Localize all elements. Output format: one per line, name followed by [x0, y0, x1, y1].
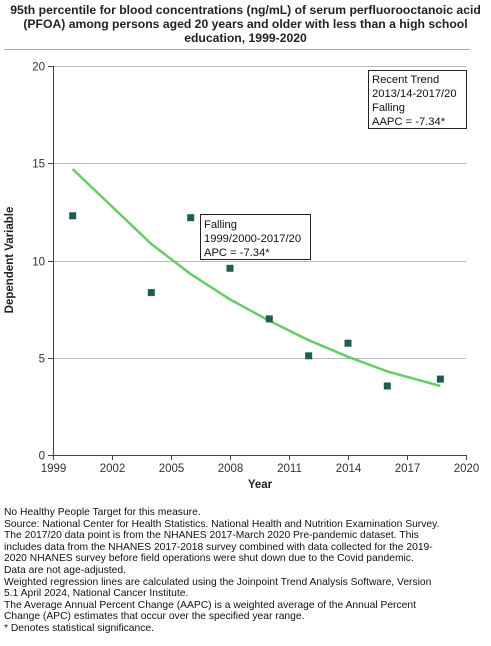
y-tick-label: 5 [39, 354, 45, 366]
axes [48, 66, 467, 460]
footnote-line: Data are not age-adjusted. [4, 564, 126, 576]
footnote-line: includes data from the NHANES 2017-2018 … [4, 541, 433, 553]
x-tick-label: 2014 [336, 463, 362, 475]
data-point-marker [383, 382, 391, 390]
x-tick-label: 2017 [395, 463, 421, 475]
trend-line-layer [71, 168, 441, 388]
recent-trend-box [368, 70, 467, 129]
footnote-line: The 2017/20 data point is from the NHANE… [4, 530, 419, 542]
footnote-line: The Average Annual Percent Change (AAPC)… [4, 599, 416, 611]
recent-trend-line-3: Falling [372, 102, 405, 114]
data-point-marker [265, 315, 273, 323]
data-point-marker [226, 264, 234, 272]
data-point-marker [344, 339, 352, 347]
data-markers [69, 212, 444, 390]
recent-trend-line-2: 2013/14-2017/20 [372, 88, 457, 100]
overall-trend-line-1: Falling [204, 219, 237, 231]
overall-trend-line-3: APC = -7.34* [204, 247, 270, 259]
x-tick-label: 1999 [41, 463, 67, 475]
footnote-line: Weighted regression lines are calculated… [4, 576, 432, 588]
chart-title: 95th percentile for blood concentrations… [10, 3, 481, 45]
y-tick-label: 15 [32, 159, 45, 171]
data-point-marker [305, 352, 313, 360]
recent-trend-annotation: Recent Trend 2013/14-2017/20 Falling AAP… [368, 70, 467, 129]
y-tick-label: 0 [39, 451, 45, 463]
footnote-line: 2020 NHANES survey before field operatio… [4, 553, 414, 565]
overall-trend-annotation: Falling 1999/2000-2017/20 APC = -7.34* [200, 214, 311, 260]
overall-trend-line-2: 1999/2000-2017/20 [204, 233, 301, 245]
x-tick-label: 2020 [454, 463, 480, 475]
footnote-line: No Healthy People Target for this measur… [4, 507, 201, 518]
recent-trend-line-4: AAPC = -7.34* [372, 116, 446, 128]
joinpoint-trend-line [71, 168, 441, 388]
data-point-marker [187, 214, 195, 222]
x-tick-label: 2008 [218, 463, 244, 475]
data-point-marker [147, 289, 155, 297]
x-axis-title: Year [248, 479, 273, 491]
chart-svg: 0 5 10 15 20 1999 2002 2005 2008 2011 2014 2017 2020… [4, 62, 479, 492]
x-tick-label: 2005 [159, 463, 185, 475]
footnote-line: Change (APC) estimates that occur over t… [4, 611, 305, 623]
overall-trend-box [200, 214, 311, 260]
footnote-line: Source: National Center for Health Stati… [4, 518, 440, 530]
title-divider [4, 49, 470, 50]
x-tick-label: 2011 [277, 463, 302, 475]
y-axis-title: Dependent Variable [4, 207, 16, 314]
data-point-marker [69, 212, 77, 220]
recent-trend-line-1: Recent Trend [372, 74, 439, 86]
grid-lines [53, 66, 466, 359]
footnote-line: * Denotes statistical significance. [4, 622, 154, 634]
footnotes: No Healthy People Target for this measur… [4, 507, 488, 635]
x-tick-label: 2002 [100, 463, 126, 475]
y-tick-label: 20 [32, 62, 45, 74]
data-point-marker [436, 375, 444, 383]
tick-labels: 0 5 10 15 20 1999 2002 2005 2008 2011 2014 2017 2020 [32, 62, 479, 476]
footnote-line: 5.1 April 2024, National Cancer Institut… [4, 588, 189, 600]
y-tick-label: 10 [32, 257, 45, 269]
